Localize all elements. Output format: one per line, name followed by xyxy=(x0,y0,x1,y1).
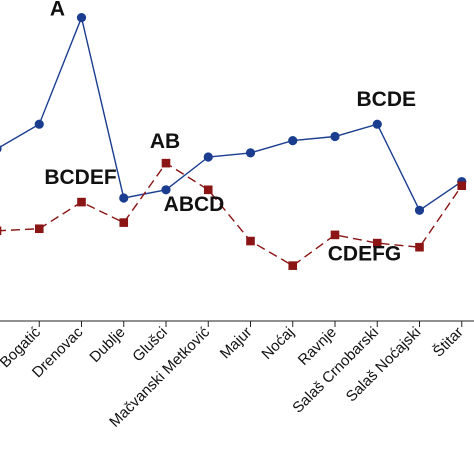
data-point xyxy=(414,205,425,215)
data-point xyxy=(330,131,340,142)
annotation-label: CDEFG xyxy=(328,243,402,266)
data-point xyxy=(203,152,213,162)
data-point xyxy=(0,145,2,153)
data-point xyxy=(245,148,256,158)
data-point xyxy=(161,158,171,168)
data-point xyxy=(372,238,382,248)
annotation-label: BCDEF xyxy=(44,166,117,189)
annotations: A BCDEF AB ABCD BCDE CDEFG xyxy=(44,0,416,266)
data-point xyxy=(0,226,2,236)
series-line xyxy=(0,162,463,267)
data-point xyxy=(34,224,44,234)
data-point xyxy=(457,181,467,190)
annotation-label: BCDE xyxy=(356,88,416,111)
data-point xyxy=(76,13,87,23)
data-point xyxy=(119,218,129,227)
data-point xyxy=(34,119,44,129)
annotation-label: AB xyxy=(150,130,180,153)
series-layer xyxy=(0,13,467,270)
data-point xyxy=(372,119,382,129)
data-point xyxy=(77,197,86,207)
data-point xyxy=(330,230,340,240)
series-line xyxy=(0,15,463,212)
annotation-label: A xyxy=(50,0,65,21)
annotation-label: ABCD xyxy=(164,193,225,216)
data-point xyxy=(246,236,255,246)
data-point xyxy=(161,185,171,195)
data-point xyxy=(288,261,298,270)
x-axis-ticks xyxy=(38,321,463,327)
data-point xyxy=(288,136,298,146)
data-point xyxy=(119,193,129,203)
data-point xyxy=(415,242,424,252)
data-point xyxy=(203,185,213,195)
